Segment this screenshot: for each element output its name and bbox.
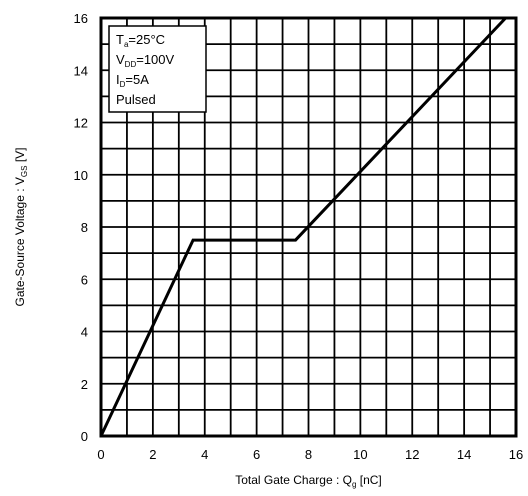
x-axis-label-sub: g [352, 480, 356, 489]
legend-line: Pulsed [116, 92, 156, 107]
x-tick-label: 6 [253, 447, 260, 462]
y-tick-label: 8 [81, 220, 88, 235]
y-tick-label: 4 [81, 325, 88, 340]
x-tick-labels: 0 2 4 6 8 10 12 14 16 [97, 447, 523, 462]
x-tick-label: 8 [305, 447, 312, 462]
x-axis-label-main: Total Gate Charge : Q [235, 473, 352, 487]
y-axis-label-sub: GS [20, 166, 29, 178]
legend-line: ID=5A [116, 72, 149, 89]
x-axis-label: Total Gate Charge : Qg [nC] [235, 473, 382, 489]
y-axis-label-unit: [V] [13, 148, 27, 166]
x-tick-label: 14 [457, 447, 471, 462]
x-tick-label: 0 [97, 447, 104, 462]
legend-line: VDD=100V [116, 52, 175, 69]
legend: Ta=25°C VDD=100V ID=5A Pulsed [108, 25, 207, 113]
grid-lines [101, 18, 516, 436]
y-tick-label: 0 [81, 429, 88, 444]
series-group [99, 16, 507, 437]
plot-frame [99, 16, 518, 438]
x-tick-label: 12 [405, 447, 419, 462]
y-axis-label: Gate-Source Voltage : VGS [V] [13, 148, 29, 307]
y-tick-label: 14 [74, 63, 88, 78]
x-tick-label: 10 [353, 447, 367, 462]
y-tick-label: 12 [74, 116, 88, 131]
y-tick-label: 2 [81, 377, 88, 392]
x-tick-label: 4 [201, 447, 208, 462]
series-line [99, 16, 507, 437]
x-tick-label: 2 [149, 447, 156, 462]
y-tick-labels: 0 2 4 6 8 10 12 14 16 [74, 11, 88, 444]
y-axis-label-main: Gate-Source Voltage : V [13, 177, 27, 306]
x-tick-label: 16 [509, 447, 523, 462]
y-tick-label: 16 [74, 11, 88, 26]
x-axis-label-unit: [nC] [356, 473, 381, 487]
legend-box [108, 25, 207, 113]
y-tick-label: 6 [81, 272, 88, 287]
y-tick-label: 10 [74, 168, 88, 183]
legend-line: Ta=25°C [116, 32, 165, 49]
